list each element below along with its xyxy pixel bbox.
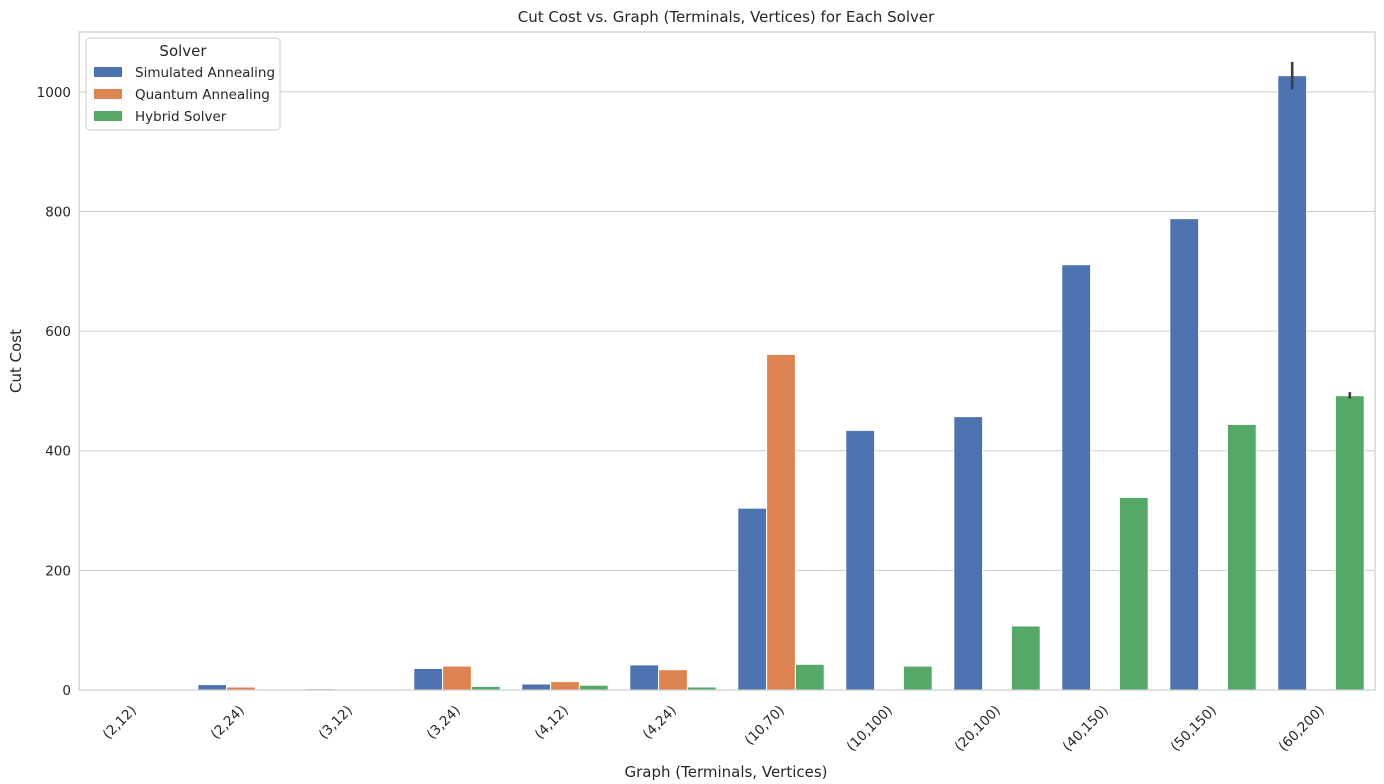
legend-swatch: [94, 89, 122, 99]
bar: [1169, 218, 1200, 691]
x-tick-label: (4,24): [640, 703, 680, 743]
legend-label: Simulated Annealing: [135, 65, 275, 81]
legend-swatch: [94, 67, 122, 77]
x-tick-label: (10,70): [742, 703, 788, 749]
y-tick-label: 400: [45, 444, 71, 460]
bar: [953, 416, 984, 691]
bar: [197, 684, 228, 691]
bar: [1277, 75, 1308, 691]
plot-frame: [78, 31, 1376, 691]
bar: [1226, 423, 1257, 691]
legend: Solver Simulated Annealing Quantum Anneal…: [85, 37, 281, 131]
bar: [1118, 496, 1149, 691]
y-axis-label: Cut Cost: [7, 329, 25, 393]
bars: [89, 75, 1365, 691]
x-tick-label: (3,24): [424, 703, 464, 743]
bar: [413, 667, 444, 691]
bar: [658, 669, 688, 691]
x-tick-label: (20,100): [952, 703, 1004, 755]
bar: [578, 684, 609, 691]
bar: [794, 663, 825, 691]
bar: [766, 353, 796, 691]
error-bars: [1290, 61, 1352, 399]
x-tick-label: (10,100): [844, 703, 896, 755]
y-axis-ticks: 0 200 400 600 800 1000: [37, 85, 71, 699]
x-tick-label: (50,150): [1168, 703, 1220, 755]
bar: [1061, 264, 1092, 691]
x-axis-label: Graph (Terminals, Vertices): [624, 763, 827, 781]
bar: [1334, 395, 1365, 691]
bar: [1010, 625, 1041, 691]
x-tick-label: (40,150): [1060, 703, 1112, 755]
y-tick-label: 800: [45, 204, 71, 220]
bar: [845, 429, 876, 691]
bar: [442, 665, 472, 691]
x-tick-label: (4,12): [532, 703, 572, 743]
legend-label: Hybrid Solver: [135, 109, 227, 125]
x-tick-label: (3,12): [316, 703, 356, 743]
chart-title: Cut Cost vs. Graph (Terminals, Vertices)…: [518, 8, 935, 26]
y-tick-label: 200: [45, 563, 71, 579]
y-tick-label: 600: [45, 324, 71, 340]
bar: [550, 681, 580, 691]
x-axis-ticks: (2,12) (2,24) (3,12) (3,24) (4,12) (4,24) (10,…: [100, 703, 1328, 755]
legend-label: Quantum Annealing: [135, 87, 270, 103]
legend-title: Solver: [159, 42, 207, 60]
bar: [737, 507, 768, 691]
legend-box: [85, 37, 281, 131]
y-tick-label: 0: [62, 683, 71, 699]
bar: [629, 664, 660, 691]
x-tick-label: (60,200): [1276, 703, 1328, 755]
x-tick-label: (2,12): [100, 703, 140, 743]
y-tick-label: 1000: [37, 85, 71, 101]
bar: [521, 683, 552, 691]
x-tick-label: (2,24): [208, 703, 248, 743]
bar: [902, 665, 933, 691]
legend-swatch: [94, 111, 122, 121]
